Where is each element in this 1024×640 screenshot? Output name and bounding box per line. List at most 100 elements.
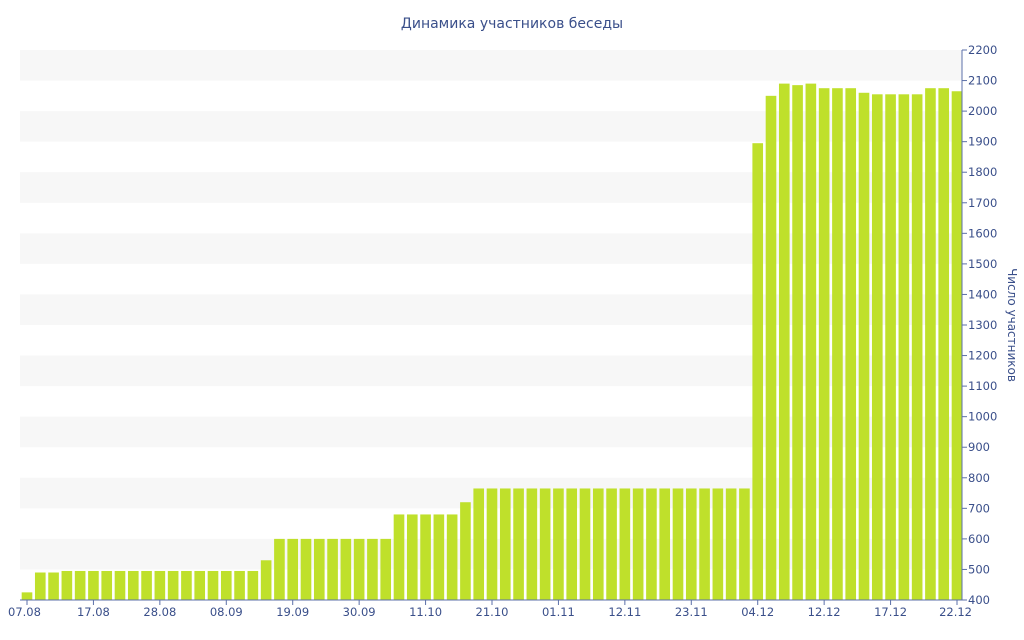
bar [327, 538, 338, 600]
y-tick-label: 900 [968, 440, 990, 454]
bar [539, 488, 551, 600]
bar [911, 94, 923, 601]
y-tick-label: 400 [968, 593, 990, 607]
bar [712, 488, 724, 600]
bar [938, 88, 950, 600]
grid-band [20, 111, 962, 142]
grid-band [20, 355, 962, 387]
bar [420, 514, 431, 600]
x-tick-label: 23.11 [675, 605, 708, 619]
bar [818, 88, 830, 600]
bar [300, 538, 312, 600]
bar [340, 538, 352, 600]
bar [619, 488, 631, 600]
bar [925, 88, 936, 600]
bar [234, 570, 245, 600]
y-axis-label: Число участников [1005, 268, 1019, 382]
bar [513, 488, 524, 600]
bar [885, 94, 896, 601]
bar [592, 488, 604, 600]
x-tick-label: 21.10 [476, 605, 509, 619]
y-tick-label: 2000 [968, 104, 997, 118]
bar [367, 538, 378, 600]
y-tick-label: 500 [968, 562, 990, 576]
x-tick-label: 01.11 [542, 605, 575, 619]
y-tick-label: 1800 [968, 165, 997, 179]
bar [699, 488, 710, 600]
bar [220, 570, 232, 600]
bar [646, 488, 657, 600]
bar [765, 95, 777, 600]
y-tick-label: 800 [968, 471, 990, 485]
bar [406, 514, 418, 600]
bar [393, 514, 405, 600]
bar [313, 538, 325, 600]
x-tick-label: 04.12 [741, 605, 774, 619]
x-tick-label: 12.12 [808, 605, 841, 619]
y-tick-label: 2100 [968, 74, 997, 88]
bar [74, 570, 86, 600]
bar [526, 488, 538, 600]
grid-band [20, 172, 962, 203]
bar [353, 538, 365, 600]
x-tick-label: 17.12 [874, 605, 907, 619]
bar [287, 538, 299, 600]
bar [167, 570, 179, 600]
bar [34, 572, 46, 600]
bar [845, 88, 857, 600]
y-tick-label: 1000 [968, 410, 997, 424]
bar [446, 514, 458, 600]
bar [553, 488, 564, 600]
bar [247, 570, 259, 600]
y-tick-label: 1500 [968, 257, 997, 271]
y-ticks: 400 500 600 700 800 900 1000 1100 1200 1300 1400 15… [962, 43, 997, 607]
bar [499, 488, 511, 600]
bar [739, 488, 750, 600]
bar [486, 488, 498, 600]
bar [61, 570, 73, 600]
bar [858, 92, 870, 601]
x-ticks: 07.08 17.08 28.08 08.09 19.09 30.09 11.10 21.10… [8, 600, 972, 619]
bar [433, 514, 445, 600]
bar [260, 560, 272, 600]
y-tick-label: 2200 [968, 43, 997, 57]
y-tick-label: 1700 [968, 196, 997, 210]
bar [181, 570, 192, 600]
grid-bands [20, 50, 962, 570]
x-tick-label: 12.11 [608, 605, 641, 619]
bar [725, 488, 737, 600]
bar [898, 94, 910, 601]
bar [194, 570, 206, 600]
x-tick-label: 07.08 [8, 605, 41, 619]
y-tick-label: 1400 [968, 287, 997, 301]
x-tick-label: 17.08 [77, 605, 110, 619]
bar [207, 570, 219, 600]
bar [606, 488, 617, 600]
y-tick-label: 1100 [968, 379, 997, 393]
bar [685, 488, 697, 600]
grid-band [20, 233, 962, 264]
bar [101, 570, 113, 600]
bar [141, 570, 152, 600]
chart-title: Динамика участников беседы [401, 16, 623, 32]
grid-band [20, 416, 962, 448]
bar [672, 488, 684, 600]
bars [21, 83, 963, 601]
bar [274, 538, 285, 600]
y-tick-label: 600 [968, 532, 990, 546]
y-tick-label: 1900 [968, 135, 997, 149]
y-tick-label: 700 [968, 501, 990, 515]
x-tick-label: 19.09 [276, 605, 309, 619]
x-tick-label: 11.10 [409, 605, 442, 619]
y-tick-label: 1200 [968, 349, 997, 363]
x-tick-label: 22.12 [939, 605, 972, 619]
bar [871, 94, 883, 601]
y-tick-label: 1600 [968, 226, 997, 240]
bar [752, 143, 764, 600]
bar [48, 572, 59, 600]
bar [88, 570, 99, 600]
bar [805, 83, 817, 601]
bar [778, 83, 790, 601]
grid-band [20, 294, 962, 325]
bar [792, 85, 803, 600]
